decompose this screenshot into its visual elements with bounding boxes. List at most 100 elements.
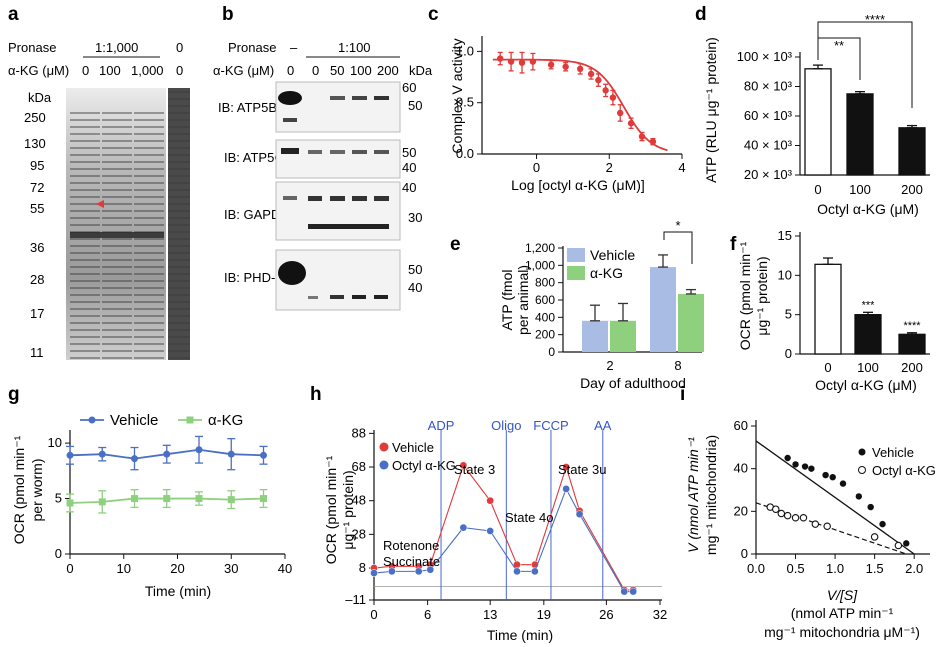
i-y-tick-label: 40 bbox=[734, 461, 748, 476]
chart-d-atp-bars: 20 × 10³ 40 × 10³ 60 × 10³ 80 × 10³ 100 × 10… bbox=[703, 12, 930, 217]
a-marker-72: 72 bbox=[30, 180, 44, 195]
d-y-tick-label: 80 × 10³ bbox=[744, 79, 793, 94]
b-blot2-marker-40: 40 bbox=[402, 160, 416, 175]
a-pronase-label: Pronase bbox=[8, 40, 56, 55]
i-x-label: V/[S] bbox=[827, 587, 858, 603]
c-data-point bbox=[562, 63, 569, 70]
h-y-tick-label: 88 bbox=[352, 425, 366, 440]
a-marker-36: 36 bbox=[30, 240, 44, 255]
d-sig-label: ** bbox=[834, 38, 844, 53]
h-injection-label: Oligo bbox=[491, 418, 521, 433]
e-y-tick-label: 200 bbox=[535, 328, 555, 342]
i-legend-label-vehicle: Vehicle bbox=[872, 445, 914, 460]
i-data-point-vehicle bbox=[829, 474, 836, 481]
i-data-point-vehicle bbox=[784, 454, 791, 462]
chart-e-atp-per-animal: 0 200 400 600 800 1,000 1,200 2 8 Day of adulthoo… bbox=[499, 218, 704, 391]
c-data-point bbox=[496, 55, 504, 62]
h-x-tick-label: 32 bbox=[653, 607, 667, 622]
a-marker-11: 11 bbox=[30, 345, 44, 360]
h-y-tick-label: 28 bbox=[352, 526, 366, 541]
d-y-tick-label: 60 × 10³ bbox=[744, 108, 793, 123]
c-y-tick-label: 1.0 bbox=[456, 43, 474, 58]
b-blot4-marker-40: 40 bbox=[408, 280, 422, 295]
b-blot1-band-100 bbox=[352, 96, 367, 100]
chart-h-seahorse-trace: –11 8 28 48 68 88 0 6 13 19 26 32 Time (min) OCR (pmo… bbox=[323, 418, 667, 643]
b-blot3-marker-30: 30 bbox=[408, 210, 422, 225]
f-x-tick-label: 0 bbox=[824, 360, 831, 375]
b-dash: – bbox=[290, 40, 298, 55]
f-bar bbox=[854, 314, 882, 355]
h-x-tick-label: 0 bbox=[370, 607, 377, 622]
h-data-point bbox=[531, 567, 539, 576]
h-series-line bbox=[373, 464, 634, 591]
b-blot3-marker-40: 40 bbox=[402, 180, 416, 195]
i-data-point-akg bbox=[894, 541, 903, 550]
h-data-point bbox=[486, 527, 495, 535]
c-data-point bbox=[638, 133, 646, 140]
c-data-point bbox=[587, 70, 595, 78]
g-data-point bbox=[195, 495, 203, 503]
g-data-point bbox=[227, 496, 235, 504]
d-sig-bracket bbox=[817, 37, 861, 80]
f-bar bbox=[898, 333, 926, 355]
e-legend-label-akg: α-KG bbox=[590, 265, 623, 281]
i-y-tick-label: 60 bbox=[734, 418, 748, 433]
g-data-point bbox=[195, 446, 203, 454]
f-y-label-2: μg⁻¹ protein) bbox=[754, 256, 770, 335]
e-y-tick-label: 1,200 bbox=[525, 241, 555, 255]
chart-c-complex-v-activity: 0.0 0.5 1.0 0 2 4 Log [octyl α-KG (μM)] Complex… bbox=[449, 36, 686, 193]
i-y-tick-label: 0 bbox=[741, 546, 748, 561]
g-legend-marker-vehicle bbox=[88, 416, 96, 424]
panel-letter-b: b bbox=[222, 4, 234, 25]
b-blot2-marker-50: 50 bbox=[402, 145, 416, 160]
i-data-point-vehicle bbox=[808, 465, 815, 472]
a-kda-label: kDa bbox=[28, 90, 52, 105]
e-legend-label-vehicle: Vehicle bbox=[590, 247, 635, 263]
a-marker-95: 95 bbox=[30, 158, 44, 173]
i-data-point-akg bbox=[777, 509, 786, 518]
h-data-point bbox=[414, 567, 423, 576]
b-blot2-band-200 bbox=[374, 150, 389, 154]
b-blot1-band-200 bbox=[374, 96, 389, 100]
e-x-tick-label: 2 bbox=[606, 358, 613, 373]
h-annot-state3u: State 3u bbox=[558, 462, 606, 477]
d-x-tick-label: 100 bbox=[849, 182, 871, 197]
b-blot3-band-ctrl bbox=[283, 196, 297, 200]
h-x-label: Time (min) bbox=[487, 627, 553, 643]
c-y-tick-label: 0.0 bbox=[456, 146, 474, 161]
h-injection-label: ADP bbox=[428, 418, 455, 433]
d-sig-bracket bbox=[817, 21, 913, 108]
i-x-tick-label: 1.5 bbox=[866, 561, 884, 576]
g-data-point bbox=[98, 498, 106, 506]
h-data-point bbox=[575, 510, 584, 519]
h-legend-marker-vehicle bbox=[379, 442, 389, 452]
i-data-point-akg bbox=[823, 522, 831, 531]
f-star-label: **** bbox=[903, 320, 921, 332]
b-blot1-band-ctrl bbox=[278, 91, 302, 105]
d-y-tick-label: 100 × 10³ bbox=[737, 49, 793, 64]
b-pronase-label: Pronase bbox=[228, 40, 276, 55]
a-marker-28: 28 bbox=[30, 272, 44, 287]
b-akg-0b: 0 bbox=[312, 63, 319, 78]
a-marker-17: 17 bbox=[30, 306, 44, 321]
d-x-tick-label: 200 bbox=[901, 182, 923, 197]
b-blot4-marker-50: 50 bbox=[408, 262, 422, 277]
b-blot3-band-low bbox=[308, 224, 389, 229]
h-y-tick-label: –11 bbox=[345, 592, 366, 607]
h-annot-rotenone: Rotenone bbox=[383, 538, 439, 553]
h-y-tick-label: 8 bbox=[359, 560, 366, 575]
b-blot3-frame bbox=[275, 181, 401, 241]
i-legend-marker-akg bbox=[858, 466, 866, 474]
i-x-tick-label: 1.0 bbox=[826, 561, 844, 576]
e-sig-bracket bbox=[663, 231, 693, 264]
i-data-point-vehicle bbox=[879, 520, 886, 528]
c-data-point bbox=[507, 58, 515, 65]
i-x-label-2: (nmol ATP min⁻¹ bbox=[791, 605, 894, 621]
i-data-point-akg bbox=[799, 513, 808, 522]
i-y-label-1: V (nmol ATP min⁻¹ bbox=[685, 437, 701, 553]
b-blot3-band-0 bbox=[308, 196, 322, 201]
f-bar bbox=[814, 263, 842, 355]
b-blot4-frame bbox=[275, 249, 401, 311]
b-blot2-band-ctrl bbox=[281, 148, 299, 154]
b-blot2-frame bbox=[275, 139, 401, 179]
